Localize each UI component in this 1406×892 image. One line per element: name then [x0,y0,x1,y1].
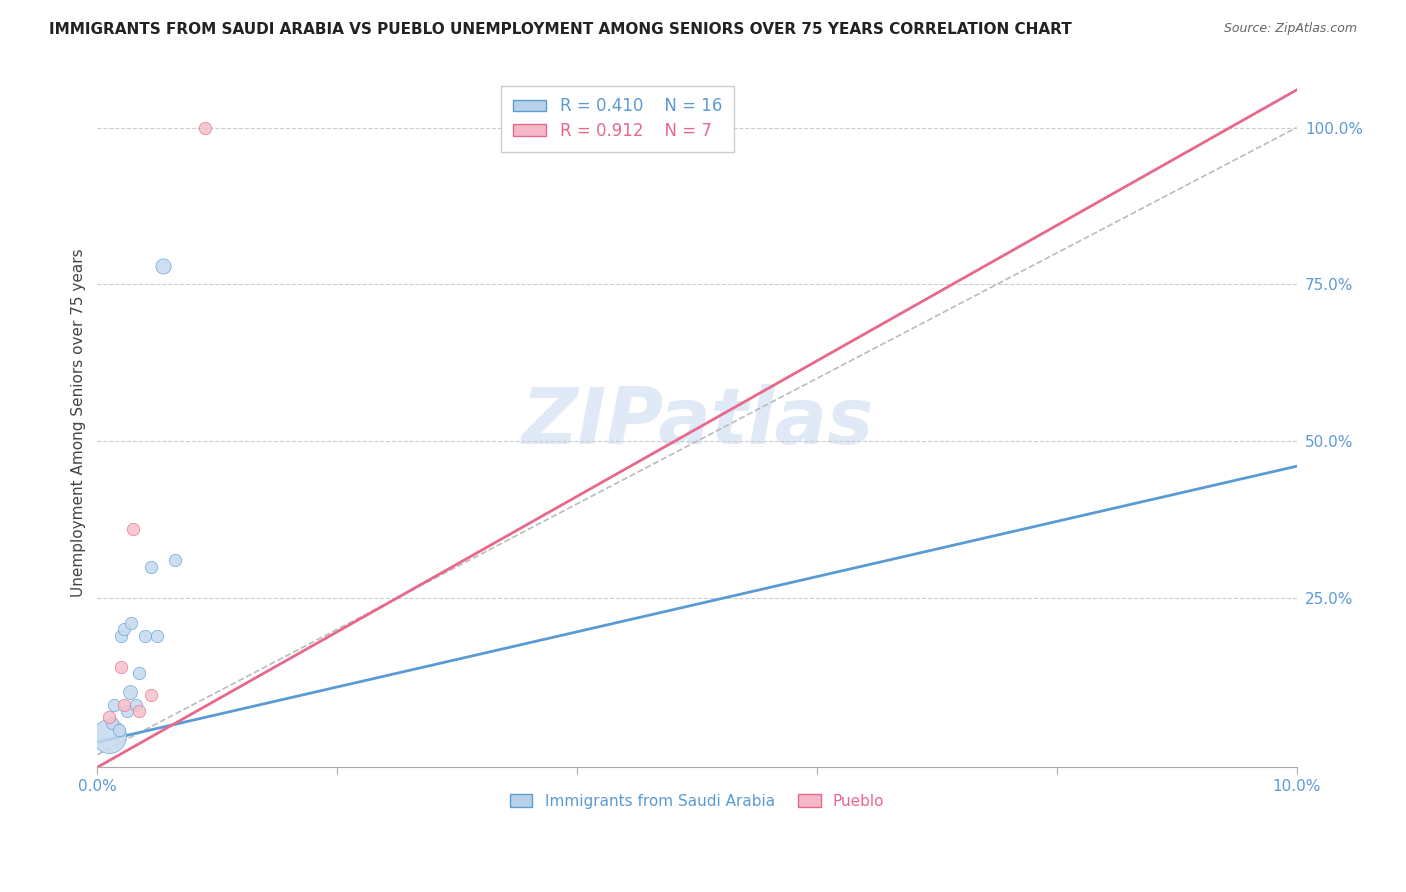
Point [141,688,163,702]
Point [103,698,125,712]
Point [112,622,135,636]
Legend: Immigrants from Saudi Arabia, Pueblo: Immigrants from Saudi Arabia, Pueblo [503,788,890,814]
Point [108,723,131,737]
Point [118,685,141,699]
Point [120,615,142,630]
Point [125,698,148,712]
Point [134,629,156,643]
Point [141,559,163,574]
Point [146,629,169,643]
Point [112,698,135,712]
Text: IMMIGRANTS FROM SAUDI ARABIA VS PUEBLO UNEMPLOYMENT AMONG SENIORS OVER 75 YEARS : IMMIGRANTS FROM SAUDI ARABIA VS PUEBLO U… [49,22,1071,37]
Point [122,522,145,536]
Point [165,553,187,567]
Point [194,120,217,135]
Point [128,666,150,681]
Point [98,710,121,724]
Point [128,704,150,718]
Text: Source: ZipAtlas.com: Source: ZipAtlas.com [1223,22,1357,36]
Point [152,259,174,273]
Y-axis label: Unemployment Among Seniors over 75 years: Unemployment Among Seniors over 75 years [72,248,86,597]
Text: ZIPatlas: ZIPatlas [520,384,873,460]
Point [117,704,139,718]
Point [110,660,132,674]
Point [98,729,121,743]
Point [110,629,132,643]
Point [100,716,122,731]
